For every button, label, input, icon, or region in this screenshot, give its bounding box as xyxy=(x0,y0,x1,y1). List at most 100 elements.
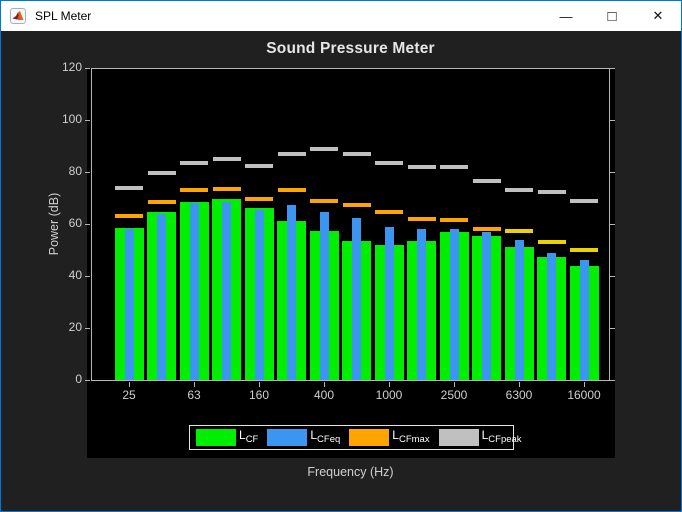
y-tick-right-120 xyxy=(610,68,615,69)
dash-lcfpeak-63 xyxy=(180,160,208,165)
bar-lcfeq-16000 xyxy=(579,260,589,380)
y-tick-left-80 xyxy=(85,172,90,173)
legend-swatch-cfmax xyxy=(349,429,390,446)
matlab-icon xyxy=(10,8,26,24)
bar-lcfeq-25 xyxy=(124,229,134,380)
x-tick-label-16000: 16000 xyxy=(567,388,601,402)
dash-lcfmax-400 xyxy=(310,198,338,203)
dash-lcfmax-16000 xyxy=(570,248,598,252)
x-tick-2500 xyxy=(454,382,455,387)
y-tick-left-120 xyxy=(85,68,90,69)
maximize-button[interactable]: □ xyxy=(607,7,617,25)
bar-lcfeq-4000 xyxy=(482,231,491,380)
x-tick-label-400: 400 xyxy=(313,388,335,402)
x-tick-label-160: 160 xyxy=(248,388,270,402)
dash-lcfmax-6300 xyxy=(505,228,533,233)
legend-entry-lcfpeak: LCFpeak xyxy=(438,428,522,446)
bar-lcfeq-1000 xyxy=(384,226,394,380)
bar-lcfeq-400 xyxy=(319,212,329,380)
bar-lcfeq-630 xyxy=(352,217,361,380)
dash-lcfmax-10000 xyxy=(537,240,566,245)
legend-swatch-cf xyxy=(196,429,236,446)
dash-lcfmax-25 xyxy=(115,214,143,219)
legend: LCF LCFeq LCFmax LCFpeak xyxy=(189,425,522,450)
y-tick-right-80 xyxy=(610,172,615,173)
y-tick-label-20: 20 xyxy=(68,320,82,334)
y-tick-label-80: 80 xyxy=(68,164,82,178)
bar-lcfeq-63 xyxy=(189,203,199,380)
x-tick-label-6300: 6300 xyxy=(505,388,533,402)
dash-lcfpeak-160 xyxy=(245,163,273,168)
chart-title: Sound Pressure Meter xyxy=(266,40,435,57)
x-tick-label-63: 63 xyxy=(187,388,201,402)
bar-lcfeq-6300 xyxy=(514,239,524,380)
bar-lcfeq-100 xyxy=(222,201,231,380)
dash-lcfpeak-4000 xyxy=(472,179,501,184)
legend-label-cfpeak: LCFpeak xyxy=(481,428,522,445)
close-button[interactable]: ✕ xyxy=(652,8,664,23)
dash-lcfmax-1000 xyxy=(375,210,403,215)
dash-lcfmax-2500 xyxy=(440,218,468,223)
x-tick-160 xyxy=(259,382,260,387)
bar-lcfeq-160 xyxy=(254,209,264,380)
legend-swatch-cfeq xyxy=(267,429,308,446)
bar-lcfeq-10000 xyxy=(547,252,556,380)
y-tick-right-40 xyxy=(610,276,615,277)
x-tick-label-2500: 2500 xyxy=(440,388,468,402)
y-tick-left-60 xyxy=(85,224,90,225)
figure-canvas: Sound Pressure Meter Power (dB) Frequenc… xyxy=(1,31,681,511)
minimize-button[interactable]: — xyxy=(559,8,573,24)
x-tick-6300 xyxy=(519,382,520,387)
legend-entry-lcfeq: LCFeq xyxy=(267,429,340,446)
dash-lcfpeak-630 xyxy=(342,151,371,156)
x-tick-16000 xyxy=(584,382,585,387)
x-tick-label-25: 25 xyxy=(122,388,136,402)
title-bar[interactable]: SPL Meter xyxy=(1,1,681,31)
window-controls: — □ ✕ xyxy=(543,1,681,31)
bar-lcfeq-40 xyxy=(157,213,166,380)
bar-lcfeq-250 xyxy=(287,204,296,380)
y-tick-right-100 xyxy=(610,120,615,121)
legend-swatch-cfpeak xyxy=(438,429,479,446)
dash-lcfmax-4000 xyxy=(472,227,501,232)
x-tick-label-1000: 1000 xyxy=(375,388,403,402)
bar-lcfeq-1600 xyxy=(417,229,426,380)
dash-lcfpeak-10000 xyxy=(537,189,566,194)
dash-lcfmax-250 xyxy=(277,188,306,193)
legend-label-cf: LCF xyxy=(239,428,259,445)
dash-lcfpeak-100 xyxy=(212,157,241,161)
x-tick-400 xyxy=(324,382,325,387)
dash-lcfpeak-25 xyxy=(115,185,143,190)
legend-entry-lcfmax: LCFmax xyxy=(349,428,430,446)
dash-lcfmax-1600 xyxy=(407,216,436,221)
dash-lcfmax-63 xyxy=(180,188,208,193)
dash-lcfpeak-400 xyxy=(310,146,338,151)
dash-lcfpeak-1000 xyxy=(375,160,403,165)
dash-lcfpeak-40 xyxy=(147,171,176,176)
dash-lcfmax-100 xyxy=(212,186,241,191)
y-tick-label-40: 40 xyxy=(68,268,82,282)
y-tick-left-100 xyxy=(85,120,90,121)
dash-lcfpeak-250 xyxy=(277,151,306,156)
dash-lcfpeak-16000 xyxy=(570,198,598,203)
bar-lcfeq-2500 xyxy=(449,229,459,380)
x-tick-1000 xyxy=(389,382,390,387)
y-tick-left-40 xyxy=(85,276,90,277)
window-title: SPL Meter xyxy=(35,9,92,23)
x-tick-63 xyxy=(194,382,195,387)
y-tick-left-20 xyxy=(85,328,90,329)
dash-lcfpeak-1600 xyxy=(407,164,436,169)
x-tick-25 xyxy=(129,382,130,387)
y-tick-label-0: 0 xyxy=(75,372,82,386)
legend-label-cfeq: LCFeq xyxy=(310,428,341,445)
y-tick-left-0 xyxy=(85,380,90,381)
x-axis-label: Frequency (Hz) xyxy=(307,465,394,479)
legend-label-cfmax: LCFmax xyxy=(392,428,430,445)
y-tick-label-100: 100 xyxy=(61,112,82,126)
y-tick-right-20 xyxy=(610,328,615,329)
y-tick-label-120: 120 xyxy=(61,60,82,74)
dash-lcfpeak-2500 xyxy=(440,164,468,169)
y-tick-right-60 xyxy=(610,224,615,225)
y-tick-right-0 xyxy=(610,380,615,381)
